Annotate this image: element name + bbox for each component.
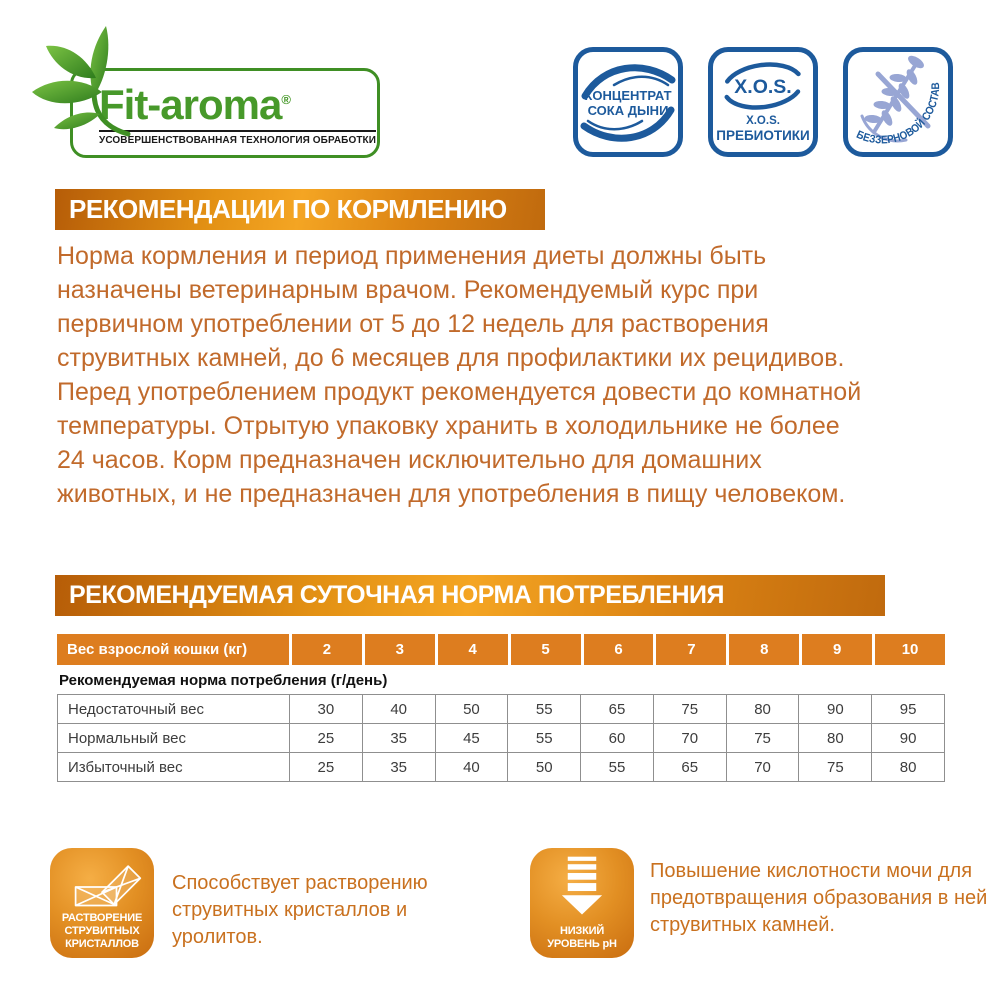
feature-text: Повышение кислотности мочи для предотвра…: [650, 860, 988, 936]
feature-struvite-dissolution: РАСТВОРЕНИЕ СТРУВИТНЫХ КРИСТАЛЛОВ Способ…: [50, 848, 502, 958]
svg-text:X.O.S.: X.O.S.: [746, 115, 780, 127]
svg-text:X.O.S.: X.O.S.: [734, 76, 791, 98]
row-label: Избыточный вес: [68, 758, 183, 776]
melon-concentrate-badge: КОНЦЕНТРАТ СОКА ДЫНИ: [573, 47, 683, 157]
weight-col: 7: [656, 634, 727, 665]
logo-frame: Fit-aroma® УСОВЕРШЕНСТВОВАННАЯ ТЕХНОЛОГИ…: [70, 68, 380, 158]
low-ph-icon-label: НИЗКИЙ УРОВЕНЬ pH: [547, 925, 617, 950]
row-label: Нормальный вес: [68, 729, 186, 747]
weight-col: 6: [583, 634, 654, 665]
xos-ellipse-icon: X.O.S. X.O.S. ПРЕБИОТИКИ: [716, 62, 810, 143]
weight-col: 4: [437, 634, 508, 665]
intake-section-title: РЕКОМЕНДУЕМАЯ СУТОЧНАЯ НОРМА ПОТРЕБЛЕНИЯ: [55, 575, 885, 616]
table-subheader: Рекомендуемая норма потребления (г/день): [59, 672, 388, 689]
weight-header-label: Вес взрослой кошки (кг): [57, 634, 289, 665]
weight-col: 3: [364, 634, 435, 665]
weight-col: 2: [292, 634, 362, 665]
leaves-icon: [32, 26, 131, 137]
table-row: Недостаточный вес 30 40 50 55 65 75 80 9…: [58, 695, 944, 723]
table-row: Нормальный вес 25 35 45 55 60 70 75 80 9…: [58, 723, 944, 752]
daily-intake-table: Вес взрослой кошки (кг) 2 3 4 5 6 7 8 9 …: [57, 634, 945, 782]
brand-name: Fit-aroma®: [99, 80, 291, 128]
table-body: Недостаточный вес 30 40 50 55 65 75 80 9…: [57, 694, 945, 782]
weight-col: 10: [875, 634, 945, 665]
registered-mark-icon: ®: [281, 91, 291, 107]
row-label: Недостаточный вес: [68, 700, 204, 718]
feeding-section-title: РЕКОМЕНДАЦИИ ПО КОРМЛЕНИЮ: [55, 189, 545, 230]
low-ph-arrow-icon: НИЗКИЙ УРОВЕНЬ pH: [530, 848, 634, 958]
table-row: Избыточный вес 25 35 40 50 55 65 70 75 8…: [58, 752, 944, 781]
brand-tagline: УСОВЕРШЕНСТВОВАННАЯ ТЕХНОЛОГИЯ ОБРАБОТКИ: [99, 129, 377, 146]
crossed-wheat-icon: БЕЗЗЕРНОВОЙ СОСТАВ: [854, 55, 942, 147]
struvite-crystals-icon: РАСТВОРЕНИЕ СТРУВИТНЫХ КРИСТАЛЛОВ: [50, 848, 154, 958]
feature-low-ph: НИЗКИЙ УРОВЕНЬ pH Повышение кислотности …: [530, 848, 995, 958]
product-badges: КОНЦЕНТРАТ СОКА ДЫНИ X.O.S. X.O.S. ПРЕБИ…: [573, 47, 953, 157]
xos-prebiotics-badge: X.O.S. X.O.S. ПРЕБИОТИКИ: [708, 47, 818, 157]
weight-col: 9: [802, 634, 873, 665]
feeding-instructions-text: Норма кормления и период применения диет…: [57, 242, 862, 508]
table-header-row: Вес взрослой кошки (кг) 2 3 4 5 6 7 8 9 …: [57, 634, 945, 665]
melon-badge-label: КОНЦЕНТРАТ СОКА ДЫНИ: [584, 88, 672, 118]
weight-col: 5: [510, 634, 581, 665]
svg-text:ПРЕБИОТИКИ: ПРЕБИОТИКИ: [716, 128, 810, 143]
struvite-icon-label: РАСТВОРЕНИЕ СТРУВИТНЫХ КРИСТАЛЛОВ: [61, 912, 143, 950]
swoosh-icon: [580, 64, 676, 142]
feature-text: Способствует растворению струвитных крис…: [172, 872, 428, 948]
grain-free-badge: БЕЗЗЕРНОВОЙ СОСТАВ: [843, 47, 953, 157]
brand-logo: Fit-aroma® УСОВЕРШЕНСТВОВАННАЯ ТЕХНОЛОГИ…: [30, 22, 380, 167]
weight-col: 8: [729, 634, 800, 665]
